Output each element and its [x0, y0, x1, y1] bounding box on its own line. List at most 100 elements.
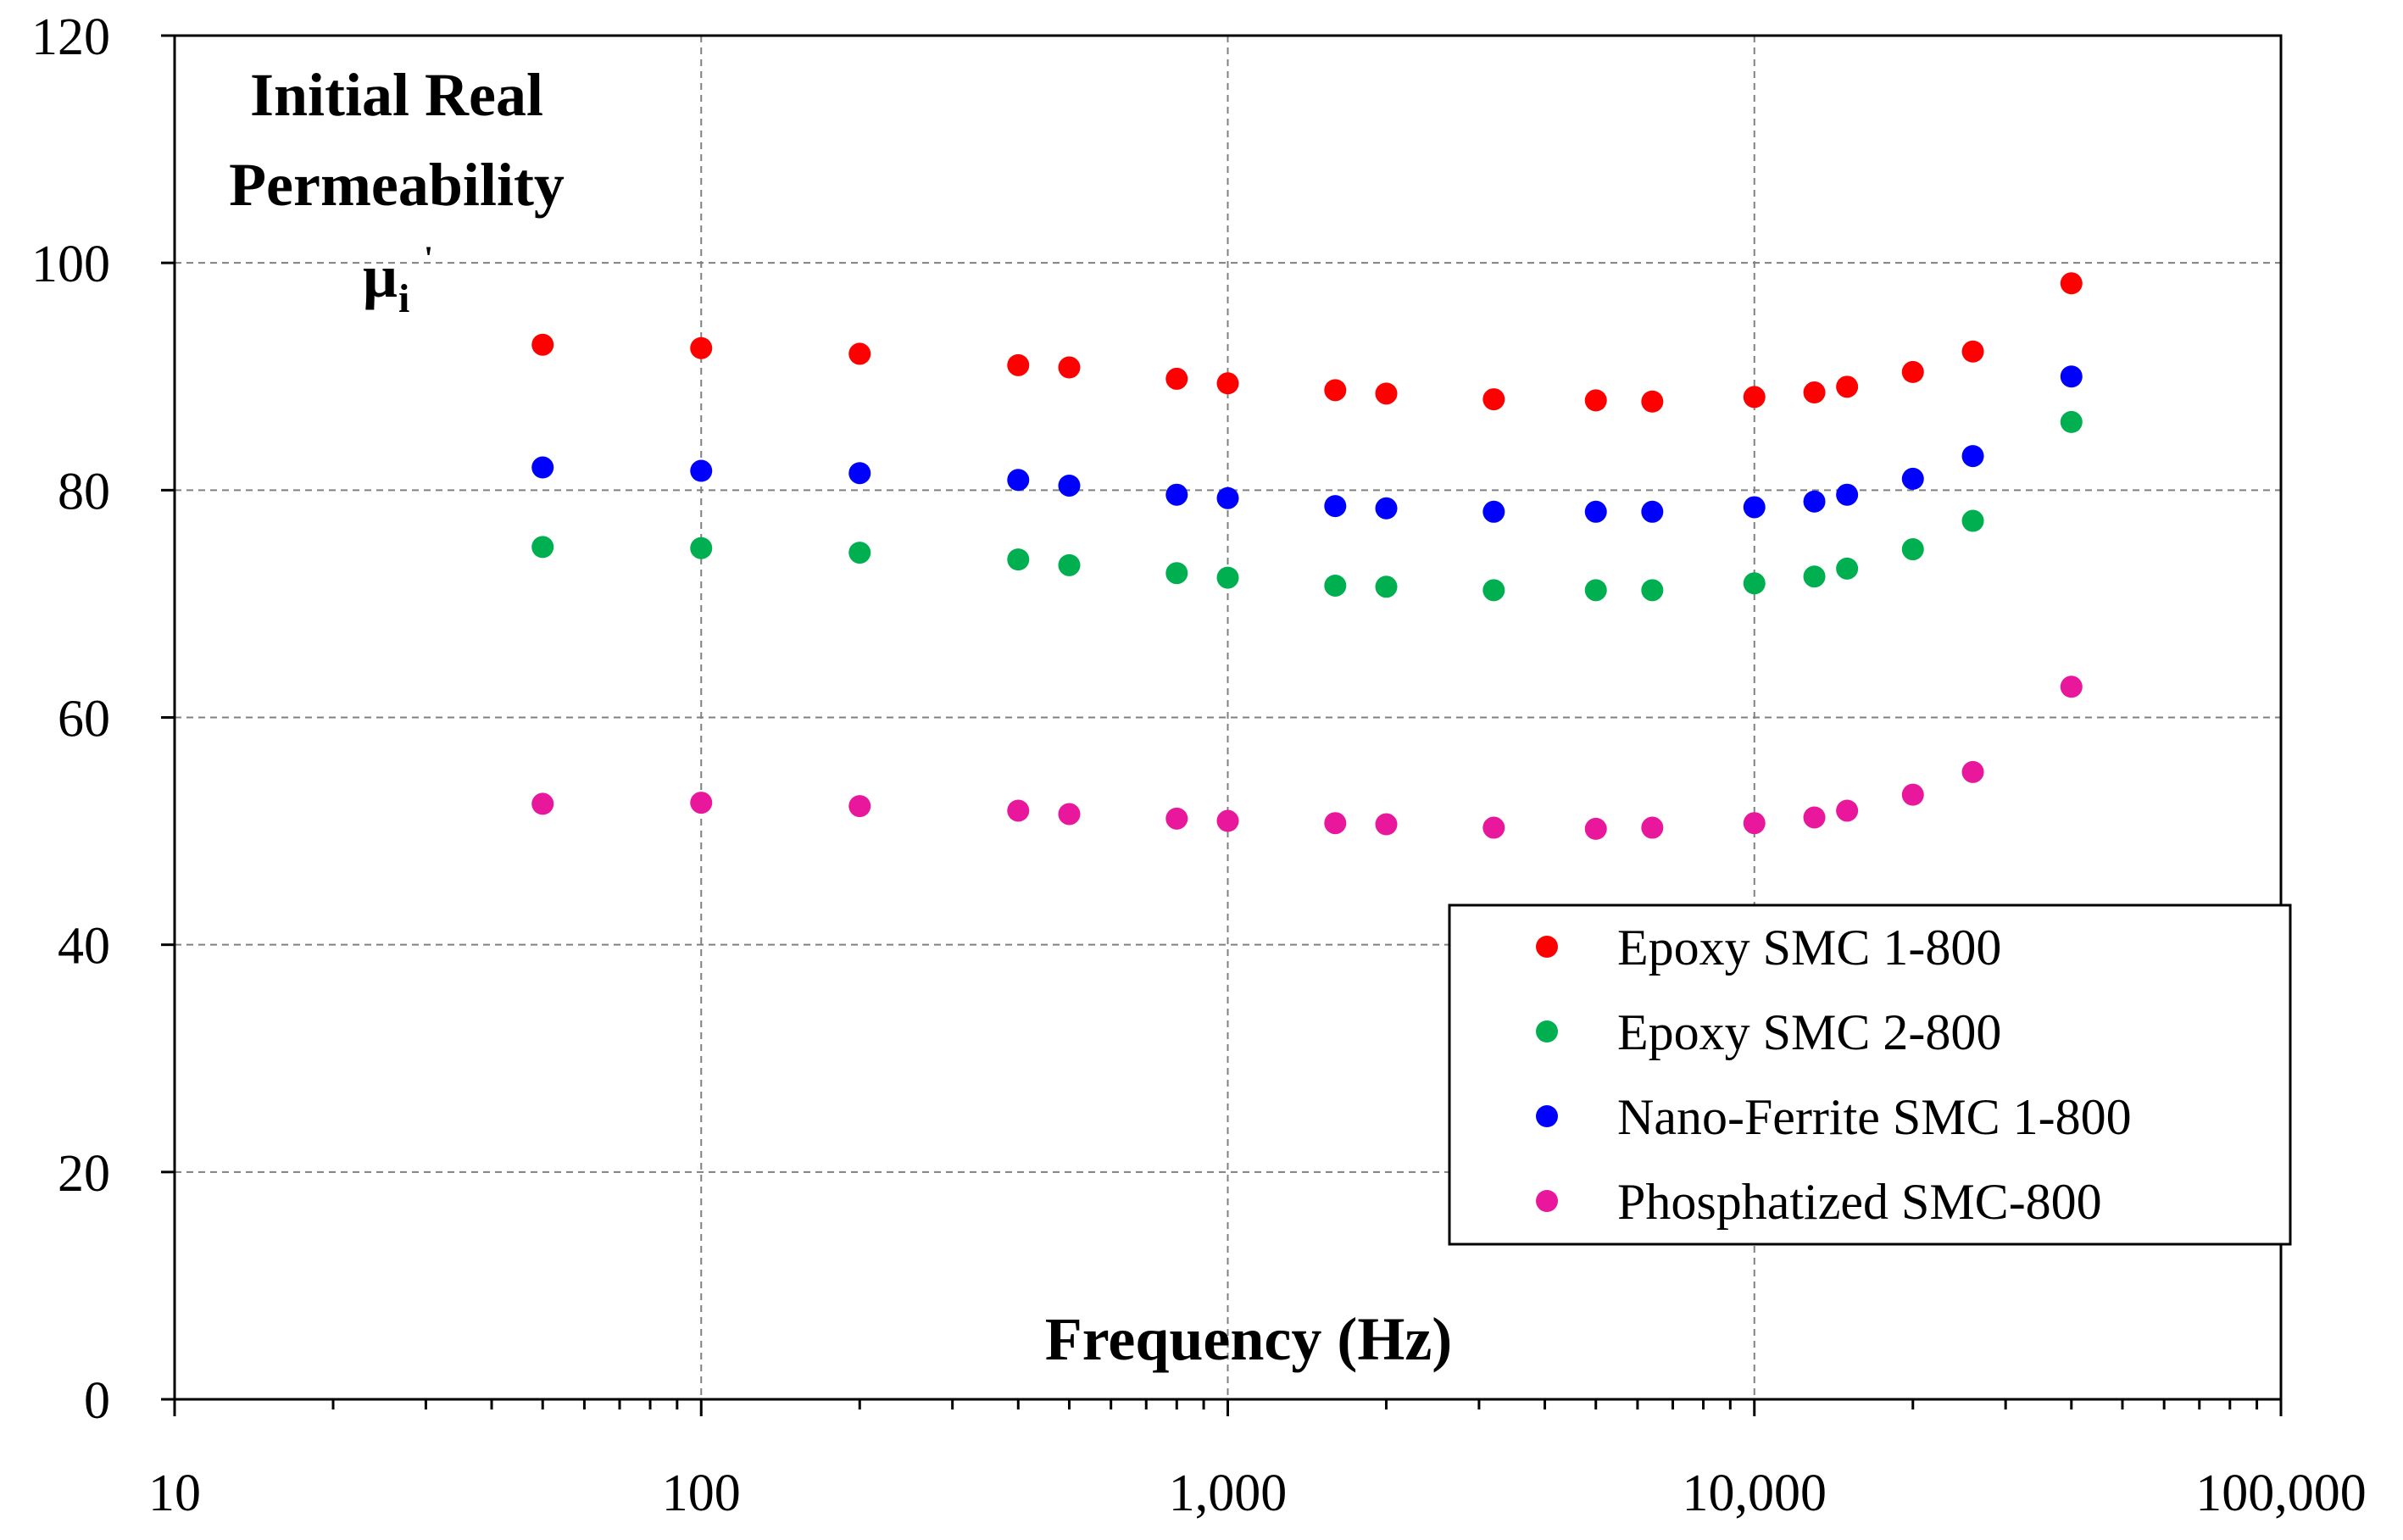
- data-point: [1743, 812, 1766, 835]
- data-point: [2060, 272, 2083, 295]
- axis-tick-labels: 0 20 40 60 80 100 120 10 100 1,000 10,000 100,000: [31, 8, 2367, 1522]
- data-point: [1743, 572, 1766, 595]
- y-axis-title-line-2: Permeability: [229, 151, 565, 219]
- legend-label: Epoxy SMC 1-800: [1617, 920, 2001, 976]
- data-point: [848, 462, 871, 485]
- data-point: [1375, 497, 1398, 520]
- y-tick-label: 20: [58, 1145, 110, 1203]
- data-point: [690, 792, 713, 814]
- y-tick-label: 60: [58, 691, 110, 748]
- y-tick-label: 100: [31, 236, 110, 293]
- legend-marker: [1536, 1190, 1558, 1212]
- data-point: [848, 542, 871, 564]
- data-point: [1216, 566, 1239, 589]
- data-series: [531, 272, 2083, 840]
- x-tick-label: 100: [662, 1465, 741, 1522]
- data-point: [1836, 375, 1859, 398]
- x-tick-label: 10: [148, 1465, 201, 1522]
- series-nano-ferrite-smc-1-800: [531, 365, 2083, 523]
- data-point: [1803, 490, 1826, 513]
- data-point: [1375, 382, 1398, 405]
- legend-marker: [1536, 1105, 1558, 1127]
- data-point: [1007, 799, 1030, 822]
- series-epoxy-smc-2-800: [531, 410, 2083, 602]
- data-point: [1324, 379, 1347, 402]
- legend-label: Phosphatized SMC-800: [1617, 1174, 2102, 1230]
- data-point: [848, 795, 871, 818]
- data-point: [1216, 809, 1239, 832]
- y-tick-label: 80: [58, 463, 110, 520]
- y-axis-symbol-prime: ': [424, 239, 433, 277]
- data-point: [1324, 495, 1347, 518]
- y-axis-symbol: μ: [363, 242, 398, 310]
- x-tick-label: 10,000: [1683, 1465, 1827, 1522]
- data-point: [531, 792, 554, 815]
- data-point: [1836, 483, 1859, 506]
- data-point: [1058, 803, 1081, 826]
- data-point: [690, 536, 713, 559]
- legend-marker: [1536, 936, 1558, 958]
- data-point: [531, 536, 554, 559]
- data-point: [1007, 353, 1030, 376]
- data-point: [1216, 372, 1239, 395]
- data-point: [1641, 500, 1664, 523]
- data-point: [1901, 538, 1924, 561]
- data-point: [1165, 483, 1188, 506]
- data-point: [2060, 410, 2083, 433]
- data-point: [1584, 389, 1607, 412]
- series-phosphatized-smc-800: [531, 675, 2083, 840]
- data-point: [1803, 806, 1826, 829]
- data-point: [1482, 500, 1505, 523]
- x-tick-label: 1,000: [1169, 1465, 1288, 1522]
- data-point: [848, 342, 871, 365]
- data-point: [1216, 486, 1239, 509]
- data-point: [1058, 356, 1081, 379]
- data-point: [1641, 816, 1664, 839]
- data-point: [1641, 579, 1664, 602]
- data-point: [1375, 813, 1398, 836]
- y-axis-symbol-subscript: i: [398, 276, 409, 321]
- y-tick-label: 0: [84, 1372, 110, 1430]
- data-point: [2060, 365, 2083, 388]
- data-point: [1482, 388, 1505, 411]
- x-tick-label: 100,000: [2195, 1465, 2367, 1522]
- legend: Epoxy SMC 1-800 Epoxy SMC 2-800 Nano-Ferri…: [1448, 903, 2292, 1246]
- data-point: [1584, 579, 1607, 602]
- data-point: [531, 456, 554, 479]
- data-point: [1165, 807, 1188, 830]
- data-point: [1165, 562, 1188, 585]
- data-point: [1641, 390, 1664, 413]
- x-axis-title: Frequency (Hz): [1045, 1305, 1453, 1373]
- y-tick-label: 120: [31, 8, 110, 66]
- y-axis-title: Initial Real Permeability μ i ': [229, 61, 565, 321]
- data-point: [2060, 675, 2083, 698]
- legend-marker: [1536, 1020, 1558, 1042]
- y-tick-label: 40: [58, 918, 110, 976]
- data-point: [1901, 360, 1924, 383]
- axis-ticks: [161, 34, 2283, 1416]
- series-epoxy-smc-1-800: [531, 272, 2083, 413]
- data-point: [1584, 817, 1607, 840]
- data-point: [1007, 469, 1030, 492]
- data-point: [1743, 386, 1766, 409]
- legend-label: Nano-Ferrite SMC 1-800: [1617, 1089, 2132, 1145]
- data-point: [1324, 812, 1347, 835]
- data-point: [1165, 367, 1188, 390]
- data-point: [690, 459, 713, 482]
- data-point: [1743, 496, 1766, 519]
- data-point: [690, 336, 713, 359]
- data-point: [1482, 816, 1505, 839]
- data-point: [1803, 565, 1826, 588]
- data-point: [1961, 340, 1984, 363]
- data-point: [1584, 500, 1607, 523]
- data-point: [1961, 509, 1984, 532]
- data-point: [1901, 467, 1924, 490]
- data-point: [1836, 557, 1859, 580]
- data-point: [1961, 760, 1984, 783]
- data-point: [1482, 579, 1505, 602]
- legend-box: [1448, 903, 2292, 1246]
- data-point: [1961, 445, 1984, 468]
- data-point: [1324, 574, 1347, 597]
